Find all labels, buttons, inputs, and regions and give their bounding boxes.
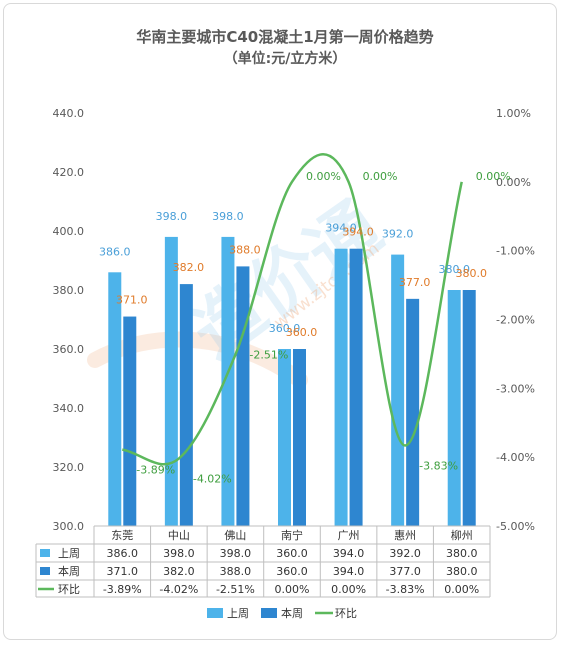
legend-key [207,608,223,618]
table-cell: 380.0 [446,565,478,578]
table-header-cell: 惠州 [394,528,416,542]
table-cell: -3.89% [103,583,142,596]
y-left-tick-label: 380.0 [53,284,85,297]
table-header-cell: 佛山 [224,529,246,542]
bar-last-week [391,254,405,526]
table-row-name: 环比 [58,583,80,596]
table-cell: 360.0 [276,565,308,578]
y-right-tick-label: -3.00% [496,382,535,395]
table-cell: -3.83% [386,583,425,596]
bar-last-week [278,349,291,526]
y-left-tick-label: 420.0 [53,166,85,179]
bar-this-week [179,284,193,526]
table-header-cell: 广州 [338,529,360,542]
data-label-last-week: 398.0 [156,210,188,223]
data-label-mom: 0.00% [363,170,398,183]
data-label-this-week: 382.0 [173,261,205,274]
table-row-key [40,567,50,575]
data-label-this-week: 360.0 [286,326,318,339]
table-cell: 394.0 [333,547,365,560]
data-label-mom: -3.89% [136,464,175,477]
y-left-tick-label: 340.0 [53,402,85,415]
table-row-name: 本周 [58,564,80,578]
bar-this-week [349,248,363,526]
table-cell: 386.0 [107,547,139,560]
table-cell: 360.0 [276,547,308,560]
table-header-cell: 南宁 [281,528,303,542]
data-label-mom: -4.02% [193,473,232,486]
table-cell: 0.00% [275,583,310,596]
data-label-last-week: 392.0 [382,228,414,241]
data-label-last-week: 360.0 [269,322,301,335]
data-label-mom: -2.51% [249,349,288,362]
bar-last-week [447,290,461,526]
data-label-last-week: 394.0 [325,222,357,235]
table-cell: 398.0 [220,547,252,560]
bar-last-week [334,248,348,526]
legend-key [261,608,277,618]
table-cell: 377.0 [389,565,421,578]
watermark-logo: 造价通 [177,187,396,375]
y-left-tick-label: 400.0 [53,225,85,238]
table-row-name: 上周 [58,547,80,560]
data-label-this-week: 388.0 [229,243,261,256]
table-cell: 0.00% [444,583,479,596]
table-cell: 394.0 [333,565,365,578]
bar-this-week [406,298,420,526]
bar-last-week [164,236,178,526]
y-right-tick-label: -5.00% [496,520,535,533]
data-label-last-week: 386.0 [99,245,131,258]
table-row-key [40,549,50,557]
legend-label: 本周 [281,606,303,620]
data-label-mom: 0.00% [476,170,511,183]
chart-subtitle: （单位:元/立方米） [224,50,347,67]
chart-title: 华南主要城市C40混凝土1月第一周价格趋势 [136,28,433,46]
bar-last-week [108,272,122,526]
table-cell: 0.00% [331,583,366,596]
y-right-tick-label: -1.00% [496,245,535,258]
table-cell: 371.0 [107,565,139,578]
data-label-this-week: 377.0 [399,276,431,289]
table-cell: 398.0 [163,547,195,560]
bar-this-week [236,266,250,526]
y-right-tick-label: -4.00% [496,451,535,464]
data-label-this-week: 380.0 [455,267,487,280]
bar-this-week [462,290,476,526]
legend-label: 环比 [335,607,357,620]
legend-label: 上周 [227,607,249,620]
table-cell: 380.0 [446,547,478,560]
series-line-mom [122,153,463,466]
table-cell: 392.0 [389,547,421,560]
y-right-tick-label: 1.00% [496,107,531,120]
data-label-this-week: 394.0 [342,226,374,239]
data-label-mom: -3.83% [419,459,458,472]
data-label-mom: 0.00% [306,170,341,183]
y-right-tick-label: -2.00% [496,314,535,327]
y-left-tick-label: 360.0 [53,343,85,356]
bar-this-week [293,349,306,526]
bar-this-week [123,316,137,526]
table-header-cell: 东莞 [111,529,133,542]
bar-last-week [221,236,235,526]
table-cell: -4.02% [159,583,198,596]
table-header-cell: 柳州 [451,528,473,542]
data-label-last-week: 398.0 [212,210,244,223]
data-label-this-week: 371.0 [116,294,148,307]
table-header-cell: 中山 [168,529,190,542]
y-left-tick-label: 320.0 [53,461,85,474]
data-label-last-week: 380.0 [438,263,470,276]
y-left-tick-label: 440.0 [53,107,85,120]
table-cell: 388.0 [220,565,252,578]
table-cell: 382.0 [163,565,195,578]
table-cell: -2.51% [216,583,255,596]
y-right-tick-label: 0.00% [496,176,531,189]
y-left-tick-label: 300.0 [53,520,85,533]
